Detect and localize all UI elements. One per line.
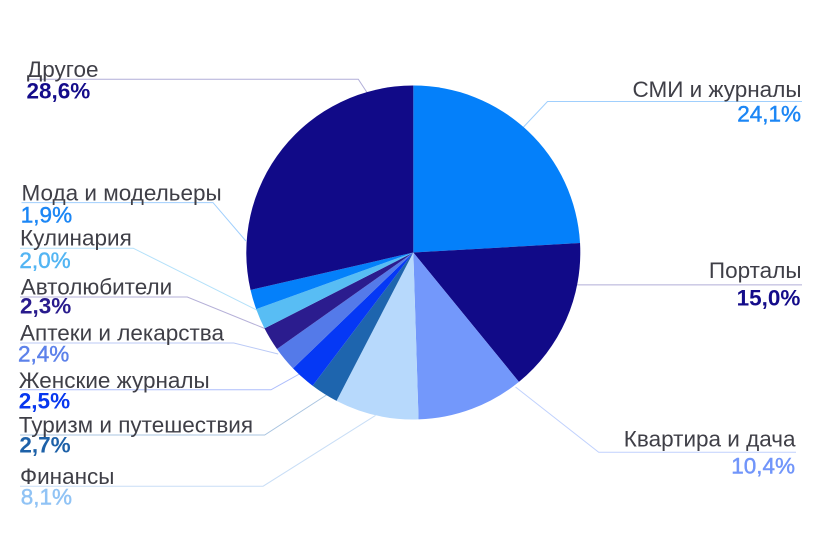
svg-text:24,1%: 24,1% (737, 102, 801, 127)
svg-text:Квартира и дача: Квартира и дача (624, 427, 796, 452)
svg-text:Туризм и путешествия: Туризм и путешествия (19, 413, 253, 438)
svg-text:1,9%: 1,9% (21, 203, 72, 228)
svg-text:Мода и модельеры: Мода и модельеры (22, 181, 222, 206)
svg-text:2,7%: 2,7% (19, 433, 70, 458)
svg-text:Финансы: Финансы (20, 464, 114, 489)
svg-text:2,3%: 2,3% (20, 294, 71, 319)
svg-text:Автолюбители: Автолюбители (21, 275, 173, 300)
svg-text:Женские журналы: Женские журналы (19, 368, 210, 393)
svg-text:8,1%: 8,1% (21, 485, 72, 510)
svg-text:Кулинария: Кулинария (20, 226, 132, 251)
svg-text:Аптеки и лекарства: Аптеки и лекарства (20, 321, 225, 346)
svg-text:2,0%: 2,0% (19, 248, 70, 273)
svg-text:Порталы: Порталы (709, 258, 802, 283)
svg-text:15,0%: 15,0% (737, 286, 801, 311)
svg-text:СМИ и журналы: СМИ и журналы (632, 77, 801, 102)
svg-text:2,5%: 2,5% (19, 389, 70, 414)
svg-text:2,4%: 2,4% (18, 342, 69, 367)
svg-text:Другое: Другое (27, 57, 99, 82)
svg-text:10,4%: 10,4% (731, 454, 795, 479)
svg-text:28,6%: 28,6% (27, 79, 91, 104)
